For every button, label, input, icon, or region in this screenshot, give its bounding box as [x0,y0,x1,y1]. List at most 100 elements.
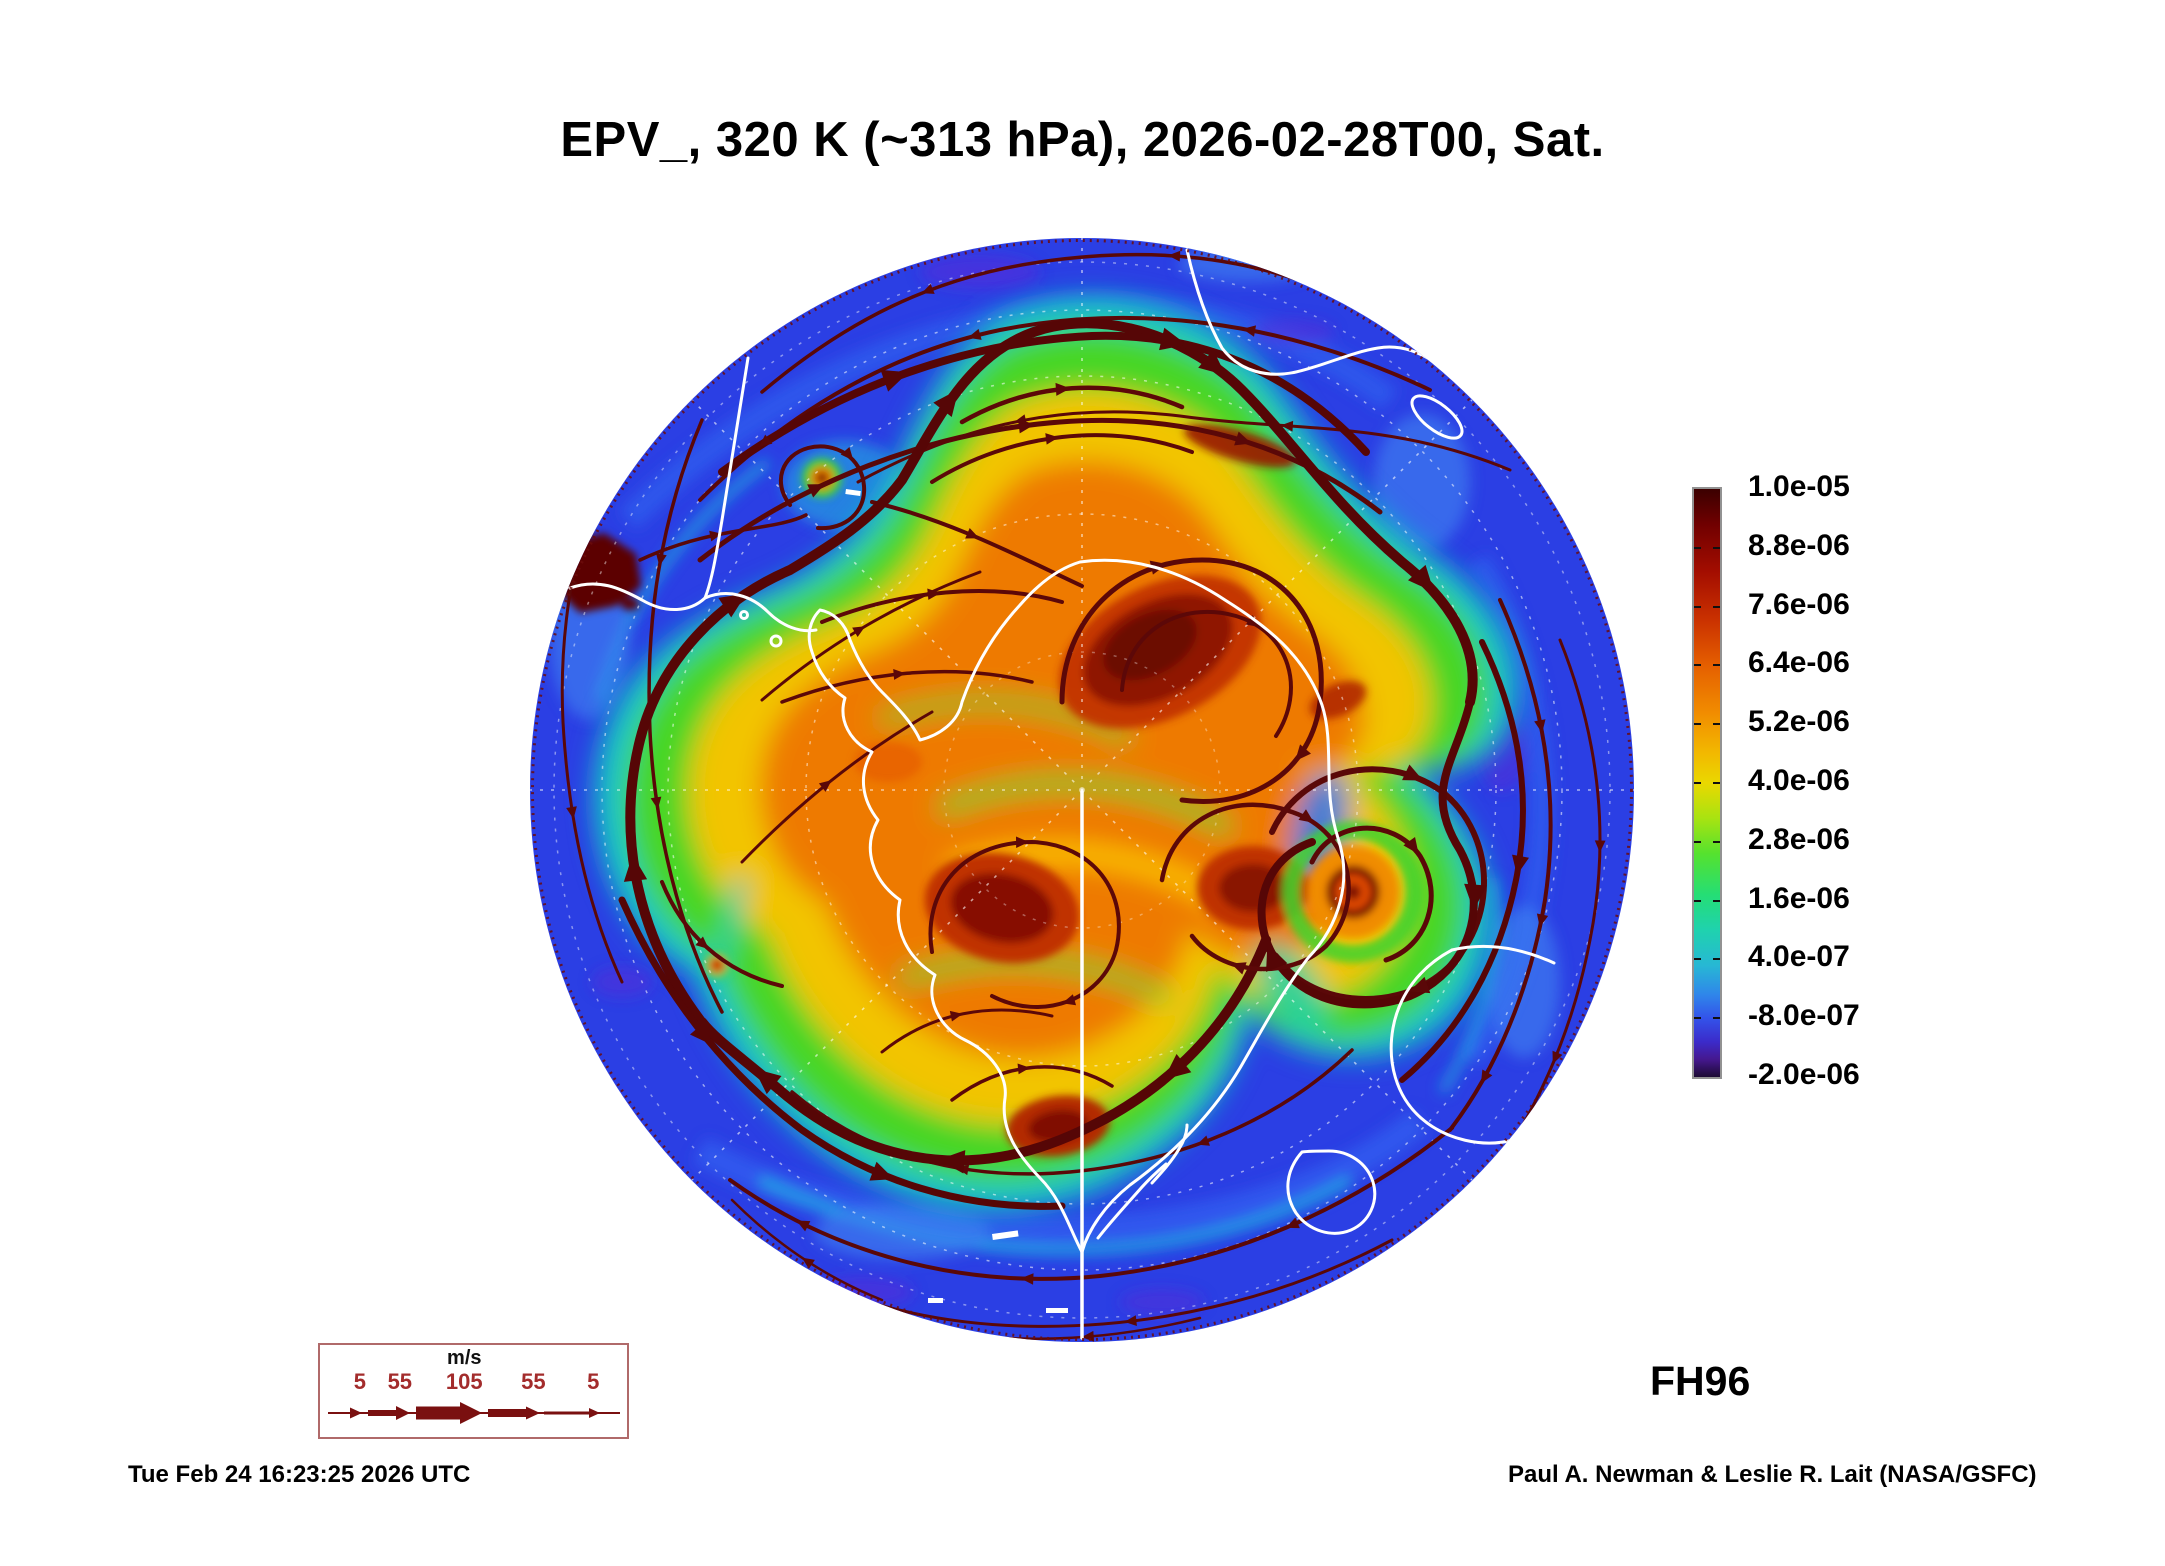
streamline-arrowhead [690,1021,713,1046]
colorbar-tick [1694,840,1701,843]
streamline-arrowhead [1055,382,1071,396]
streamline-arrowhead [656,553,667,567]
colorbar-tick [1694,782,1701,784]
colorbar-tick-label: 5.2e-06 [1748,705,1850,739]
coastline-south-america-south [568,582,818,633]
wind-speed-label: 55 [521,1369,546,1394]
streamline-arrowhead [938,1150,966,1174]
streamline-arrowhead [1480,1069,1493,1084]
streamline-arrowhead [880,369,909,392]
colorbar-tick [1713,782,1720,784]
colorbar-tick-label: 8.8e-06 [1748,528,1850,562]
coastline-antarctica [807,558,1346,1254]
credit-line: Paul A. Newman & Leslie R. Lait (NASA/GS… [1508,1461,2037,1488]
streamline-arrowhead [807,484,825,498]
coastline-africa [1185,248,1442,376]
streamline-arrowhead [623,854,648,882]
streamline-arrowhead [1017,1063,1031,1075]
wind-speed-label: 5 [587,1369,600,1394]
streamline-arrowhead [1198,349,1226,376]
page-title: EPV_, 320 K (~313 hPa), 2026-02-28T00, S… [560,113,1605,167]
streamline-arrowhead [1403,836,1419,855]
wind-speed-label: 105 [445,1369,483,1394]
streamline-arrowhead [1015,836,1029,848]
streamline-arrowhead [840,447,854,461]
colorbar-tick-label: 4.0e-06 [1748,764,1850,797]
streamline-arrowhead [796,1220,811,1232]
colorbar-tick-label: 6.4e-06 [1748,646,1850,680]
colorbar-tick [1694,546,1701,549]
map-rim [531,239,1633,1341]
streamline-arrowhead [650,796,662,810]
streamline-arrowhead [1163,1054,1192,1080]
colorbar-tick [1694,899,1701,902]
streamline-arrowhead [1408,564,1434,593]
colorbar-tick-label: -2.0e-06 [1748,1058,1860,1091]
streamline-arrowhead [566,806,577,819]
colorbar-tick-label: -8.0e-07 [1748,999,1860,1033]
colorbar-tick [1713,1017,1720,1020]
colorbar-tick [1694,605,1701,608]
streamline-arrowhead [1045,433,1059,445]
streamline-arrowhead [949,1010,963,1022]
streamline-arrowhead [1196,1135,1210,1146]
streamline-arrowhead [1230,962,1247,975]
colorbar-tick [1713,664,1720,667]
streamline-arrowhead [869,1161,894,1181]
streamline-arrowhead [718,593,747,618]
streamline-arrowhead [967,328,982,340]
wind-speed-label: 5 [353,1369,367,1394]
streamline-arrowhead [1280,420,1294,432]
streamline-arrowhead [1409,976,1431,994]
colorbar-tick [1694,1017,1701,1020]
streamline-arrowhead [1402,764,1424,781]
streamline-arrowhead [927,588,941,600]
streamline-arrowhead [758,434,773,448]
wind-speed-legend: m/s 5 55 105 55 5 [318,1343,629,1439]
wind-arrow-scale [328,1402,620,1424]
colorbar [1692,487,1722,1079]
coastline-madagascar [1410,394,1464,440]
streamline-arrowhead [852,626,866,637]
streamline-arrowhead [1124,1315,1137,1327]
coastline-south-america-west [703,356,750,600]
streamline-arrowhead [695,936,709,950]
coastline-tasmania [1286,1149,1377,1235]
colorbar-tick [1713,958,1720,961]
epv-cores [556,424,1424,1157]
colorbar-tick [1694,958,1701,961]
streamline-arrowhead [1234,431,1252,446]
colorbar-tick [1713,840,1720,843]
streamline-arrowhead [1594,840,1606,853]
colorbar-labels: 1.0e-05 8.8e-06 7.6e-06 6.4e-06 5.2e-06 4.0e-… [1748,470,1918,1091]
coastline-new-zealand-north [1150,1123,1189,1185]
streamline-arrowhead [921,283,935,294]
colorbar-tick-label: 1.6e-06 [1748,881,1850,915]
colorbar-tick [1713,546,1720,549]
graticule [530,238,1634,1319]
streamline-arrowhead [1266,943,1288,972]
streamline-arrowhead [1020,1273,1034,1285]
colorbar-tick [1713,723,1720,726]
cutoff-eddy [1282,821,1424,963]
streamline-arrowhead [1552,1050,1563,1064]
colorbar-tick-label: 2.8e-06 [1748,822,1850,856]
streamline-arrowhead [1295,744,1312,762]
coastline-new-zealand-south [1096,1162,1168,1240]
colorbar-tick [1713,899,1720,902]
colorbar-tick-label: 1.0e-05 [1748,470,1850,503]
streamline-arrowheads [566,250,1606,1342]
colorbar-tick [1694,664,1701,667]
streamline-arrowhead [1536,913,1549,928]
streamline-arrowhead [1018,419,1035,434]
streamline-arrowhead [1298,809,1315,823]
streamline-arrowhead [1062,994,1077,1006]
streamline-arrowhead [1285,1217,1300,1229]
coastlines [568,248,1562,1340]
forecast-hour-label: FH96 [1650,1358,1751,1404]
coastline-australia [1450,944,1556,965]
colorbar-tick-label: 7.6e-06 [1748,587,1850,621]
wind-unit-label: m/s [447,1347,482,1369]
streamline-arrowhead [1512,854,1530,876]
